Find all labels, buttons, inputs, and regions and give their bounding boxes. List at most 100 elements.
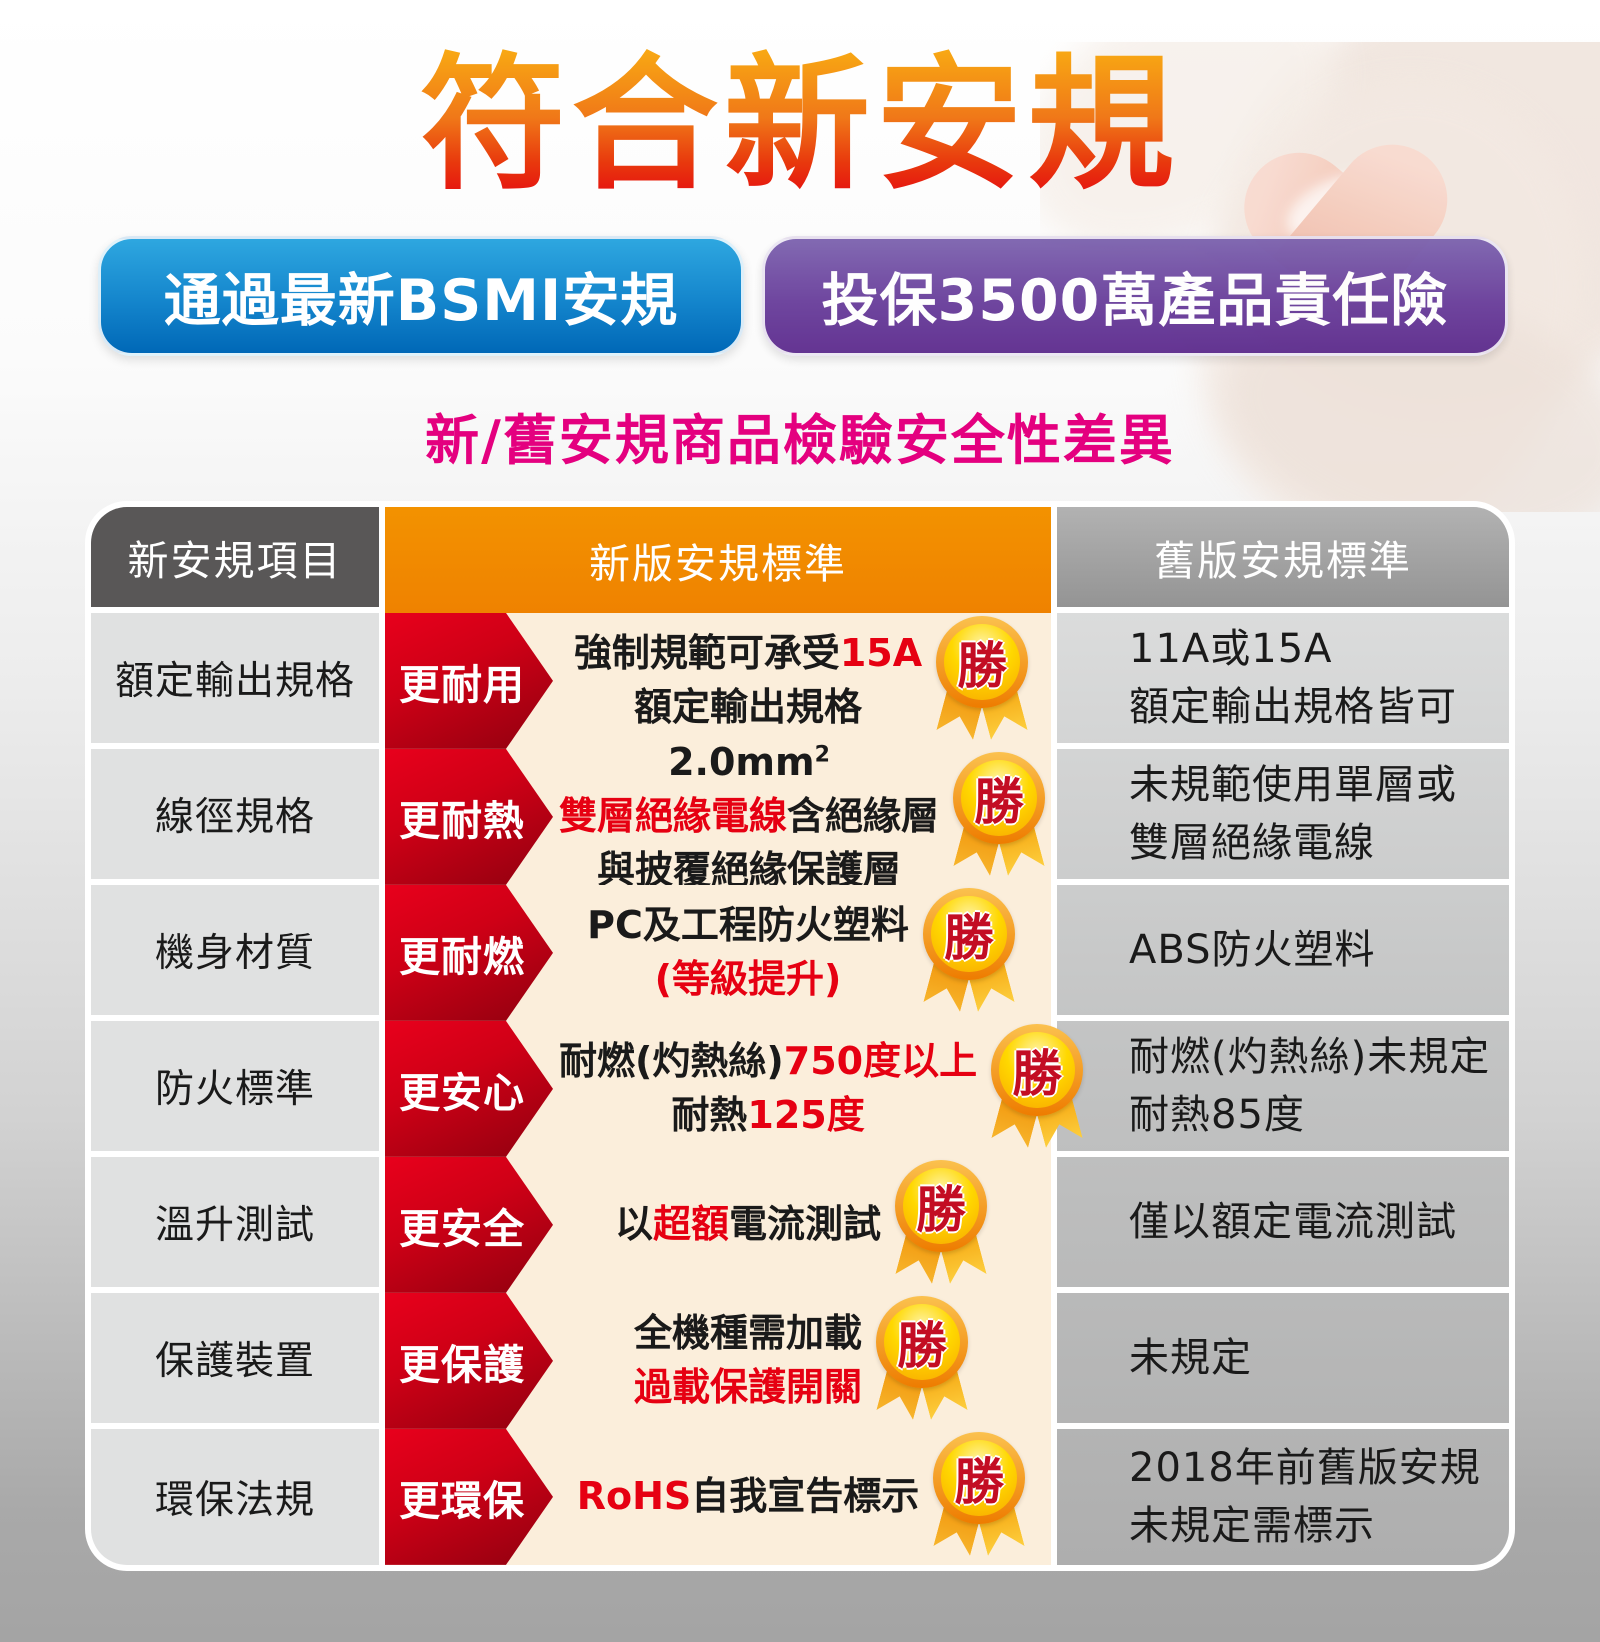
new-standard-content: 強制規範可承受15A 額定輸出規格勝	[553, 613, 1051, 749]
text-line: 未規定需標示	[1129, 1502, 1375, 1549]
new-standard-content: PC及工程防火塑料 (等級提升) 勝	[553, 885, 1051, 1021]
text-line: 與披覆絕緣保護層	[559, 844, 939, 898]
medal-disc: 勝	[991, 1023, 1084, 1116]
old-standard-cell: 2018年前舊版安規 未規定需標示	[1057, 1429, 1509, 1565]
new-standard-cell: 更耐熱 2.0mm2 雙層絕緣電線含絕緣層 與披覆絕緣保護層 勝	[385, 740, 1053, 892]
text-segment: 耐熱	[671, 1092, 748, 1137]
new-standard-text: 耐燃(灼熱絲)750度以上 耐熱125度	[559, 1035, 977, 1143]
new-standard-content: 以超額電流測試勝	[553, 1157, 1051, 1293]
text-line: 2018年前舊版安規	[1129, 1444, 1481, 1491]
item-cell: 溫升測試	[91, 1156, 379, 1293]
text-segment: 750度以上	[783, 1038, 978, 1083]
text-segment: 125度	[747, 1092, 865, 1137]
item-cell: 額定輸出規格	[91, 612, 379, 749]
win-medal-icon: 勝	[989, 1023, 1085, 1154]
badge-label: 更耐熱	[399, 796, 525, 845]
badge-arrow: 更耐燃	[385, 884, 553, 1021]
new-standard-cell: 更保護 全機種需加載 過載保護開關勝	[385, 1292, 1051, 1429]
badge-label: 更耐用	[399, 660, 525, 709]
text-line: ABS防火塑料	[1129, 926, 1376, 973]
text-segment: 與披覆絕緣保護層	[597, 847, 902, 892]
medal-label: 勝	[943, 908, 994, 967]
new-standard-content: 全機種需加載 過載保護開關勝	[553, 1293, 1051, 1429]
item-cell: 線徑規格	[91, 748, 379, 885]
text-line: 2.0mm2	[559, 736, 939, 790]
new-standard-content: 耐燃(灼熱絲)750度以上 耐熱125度勝	[553, 1021, 1091, 1157]
new-standard-text: RoHS自我宣告標示	[577, 1470, 920, 1524]
comparison-table: 新安規項目 新版安規標準 舊版安規標準 額定輸出規格 更耐用 強制規範可承受15A 額…	[85, 500, 1515, 1571]
text-segment: 含絕緣層	[787, 793, 940, 838]
page-title: 符合新安規	[0, 41, 1600, 210]
text-segment: 過載保護開關	[633, 1364, 862, 1409]
text-line: 全機種需加載	[634, 1307, 862, 1361]
win-medal-icon: 勝	[893, 1159, 989, 1290]
text-segment: 電流測試	[729, 1201, 882, 1246]
old-column-background	[1057, 506, 1509, 1565]
badge-label: 更安全	[399, 1204, 525, 1253]
text-line: 僅以額定電流測試	[1129, 1198, 1457, 1245]
old-standard-cell: 耐燃(灼熱絲)未規定 耐熱85度	[1057, 1021, 1509, 1157]
text-line: 強制規範可承受15A	[574, 627, 922, 681]
medal-label: 勝	[954, 1452, 1005, 1511]
win-medal-icon: 勝	[931, 1431, 1027, 1562]
medal-disc: 勝	[922, 887, 1015, 980]
text-segment: 雙層絕緣電線	[559, 793, 788, 838]
header-item-column: 新安規項目	[91, 506, 379, 613]
text-line: 耐燃(灼熱絲)未規定	[1129, 1033, 1491, 1080]
badge-arrow: 更安心	[385, 1020, 553, 1157]
old-standard-cell: 僅以額定電流測試	[1057, 1157, 1509, 1293]
new-standard-text: 全機種需加載 過載保護開關	[634, 1307, 862, 1415]
medal-label: 勝	[957, 636, 1008, 695]
text-segment: (等級提升)	[654, 956, 842, 1001]
header-new-standard-column: 新版安規標準	[385, 506, 1051, 613]
badge-arrow: 更耐熱	[385, 748, 553, 885]
text-segment: 耐燃(灼熱絲)	[559, 1038, 784, 1083]
text-line: 耐燃(灼熱絲)750度以上	[559, 1035, 977, 1089]
new-standard-text: 強制規範可承受15A 額定輸出規格	[574, 627, 922, 735]
header-old-standard-column: 舊版安規標準	[1057, 506, 1509, 613]
text-segment: 以	[614, 1201, 653, 1246]
new-standard-content: 2.0mm2 雙層絕緣電線含絕緣層 與披覆絕緣保護層 勝	[553, 740, 1053, 892]
comparison-subtitle: 新/舊安規商品檢驗安全性差異	[425, 408, 1175, 472]
medal-label: 勝	[897, 1316, 947, 1375]
text-line: 過載保護開關	[634, 1361, 862, 1415]
badge-arrow: 更環保	[385, 1428, 553, 1565]
win-medal-icon: 勝	[921, 887, 1017, 1018]
text-segment: 2	[814, 742, 830, 768]
old-standard-cell: 未規定	[1057, 1293, 1509, 1429]
new-standard-cell: 更耐燃 PC及工程防火塑料 (等級提升) 勝	[385, 884, 1051, 1021]
text-segment: 全機種需加載	[633, 1310, 862, 1355]
text-line: 雙層絕緣電線含絕緣層	[559, 790, 939, 844]
item-cell: 機身材質	[91, 884, 379, 1021]
medal-disc: 勝	[895, 1159, 988, 1252]
new-standard-text: 2.0mm2 雙層絕緣電線含絕緣層 與披覆絕緣保護層	[559, 736, 939, 898]
item-cell: 保護裝置	[91, 1292, 379, 1429]
medal-label: 勝	[916, 1180, 967, 1239]
new-standard-cell: 更安心 耐燃(灼熱絲)750度以上 耐熱125度勝	[385, 1020, 1084, 1157]
badge-arrow: 更耐用	[385, 612, 553, 749]
text-line: 耐熱125度	[559, 1089, 977, 1143]
medal-disc: 勝	[933, 1431, 1026, 1524]
text-line: RoHS自我宣告標示	[577, 1470, 920, 1524]
medal-disc: 勝	[936, 615, 1029, 708]
badge-label: 更保護	[399, 1340, 525, 1389]
new-standard-content: RoHS自我宣告標示勝	[553, 1429, 1051, 1565]
text-line: 以超額電流測試	[615, 1198, 881, 1252]
text-line: PC及工程防火塑料	[587, 899, 909, 953]
medal-label: 勝	[974, 772, 1025, 831]
old-standard-cell: ABS防火塑料	[1057, 885, 1509, 1021]
old-standard-cell: 11A或15A 額定輸出規格皆可	[1057, 613, 1509, 749]
item-cell: 防火標準	[91, 1020, 379, 1157]
new-standard-cell: 更環保 RoHS自我宣告標示勝	[385, 1428, 1051, 1565]
text-segment: 15A	[839, 630, 923, 675]
medal-disc: 勝	[876, 1295, 968, 1388]
product-liability-insurance-banner: 投保3500萬產品責任險	[762, 235, 1508, 356]
text-line: 額定輸出規格皆可	[1129, 683, 1457, 730]
text-segment: 2.0mm	[668, 739, 815, 784]
new-standard-text: PC及工程防火塑料 (等級提升)	[587, 899, 909, 1007]
medal-disc: 勝	[953, 751, 1046, 844]
badge-label: 更安心	[399, 1068, 525, 1117]
text-segment: 超額	[652, 1201, 729, 1246]
new-standard-cell: 更安全 以超額電流測試勝	[385, 1156, 1051, 1293]
badge-label: 更耐燃	[399, 932, 525, 981]
